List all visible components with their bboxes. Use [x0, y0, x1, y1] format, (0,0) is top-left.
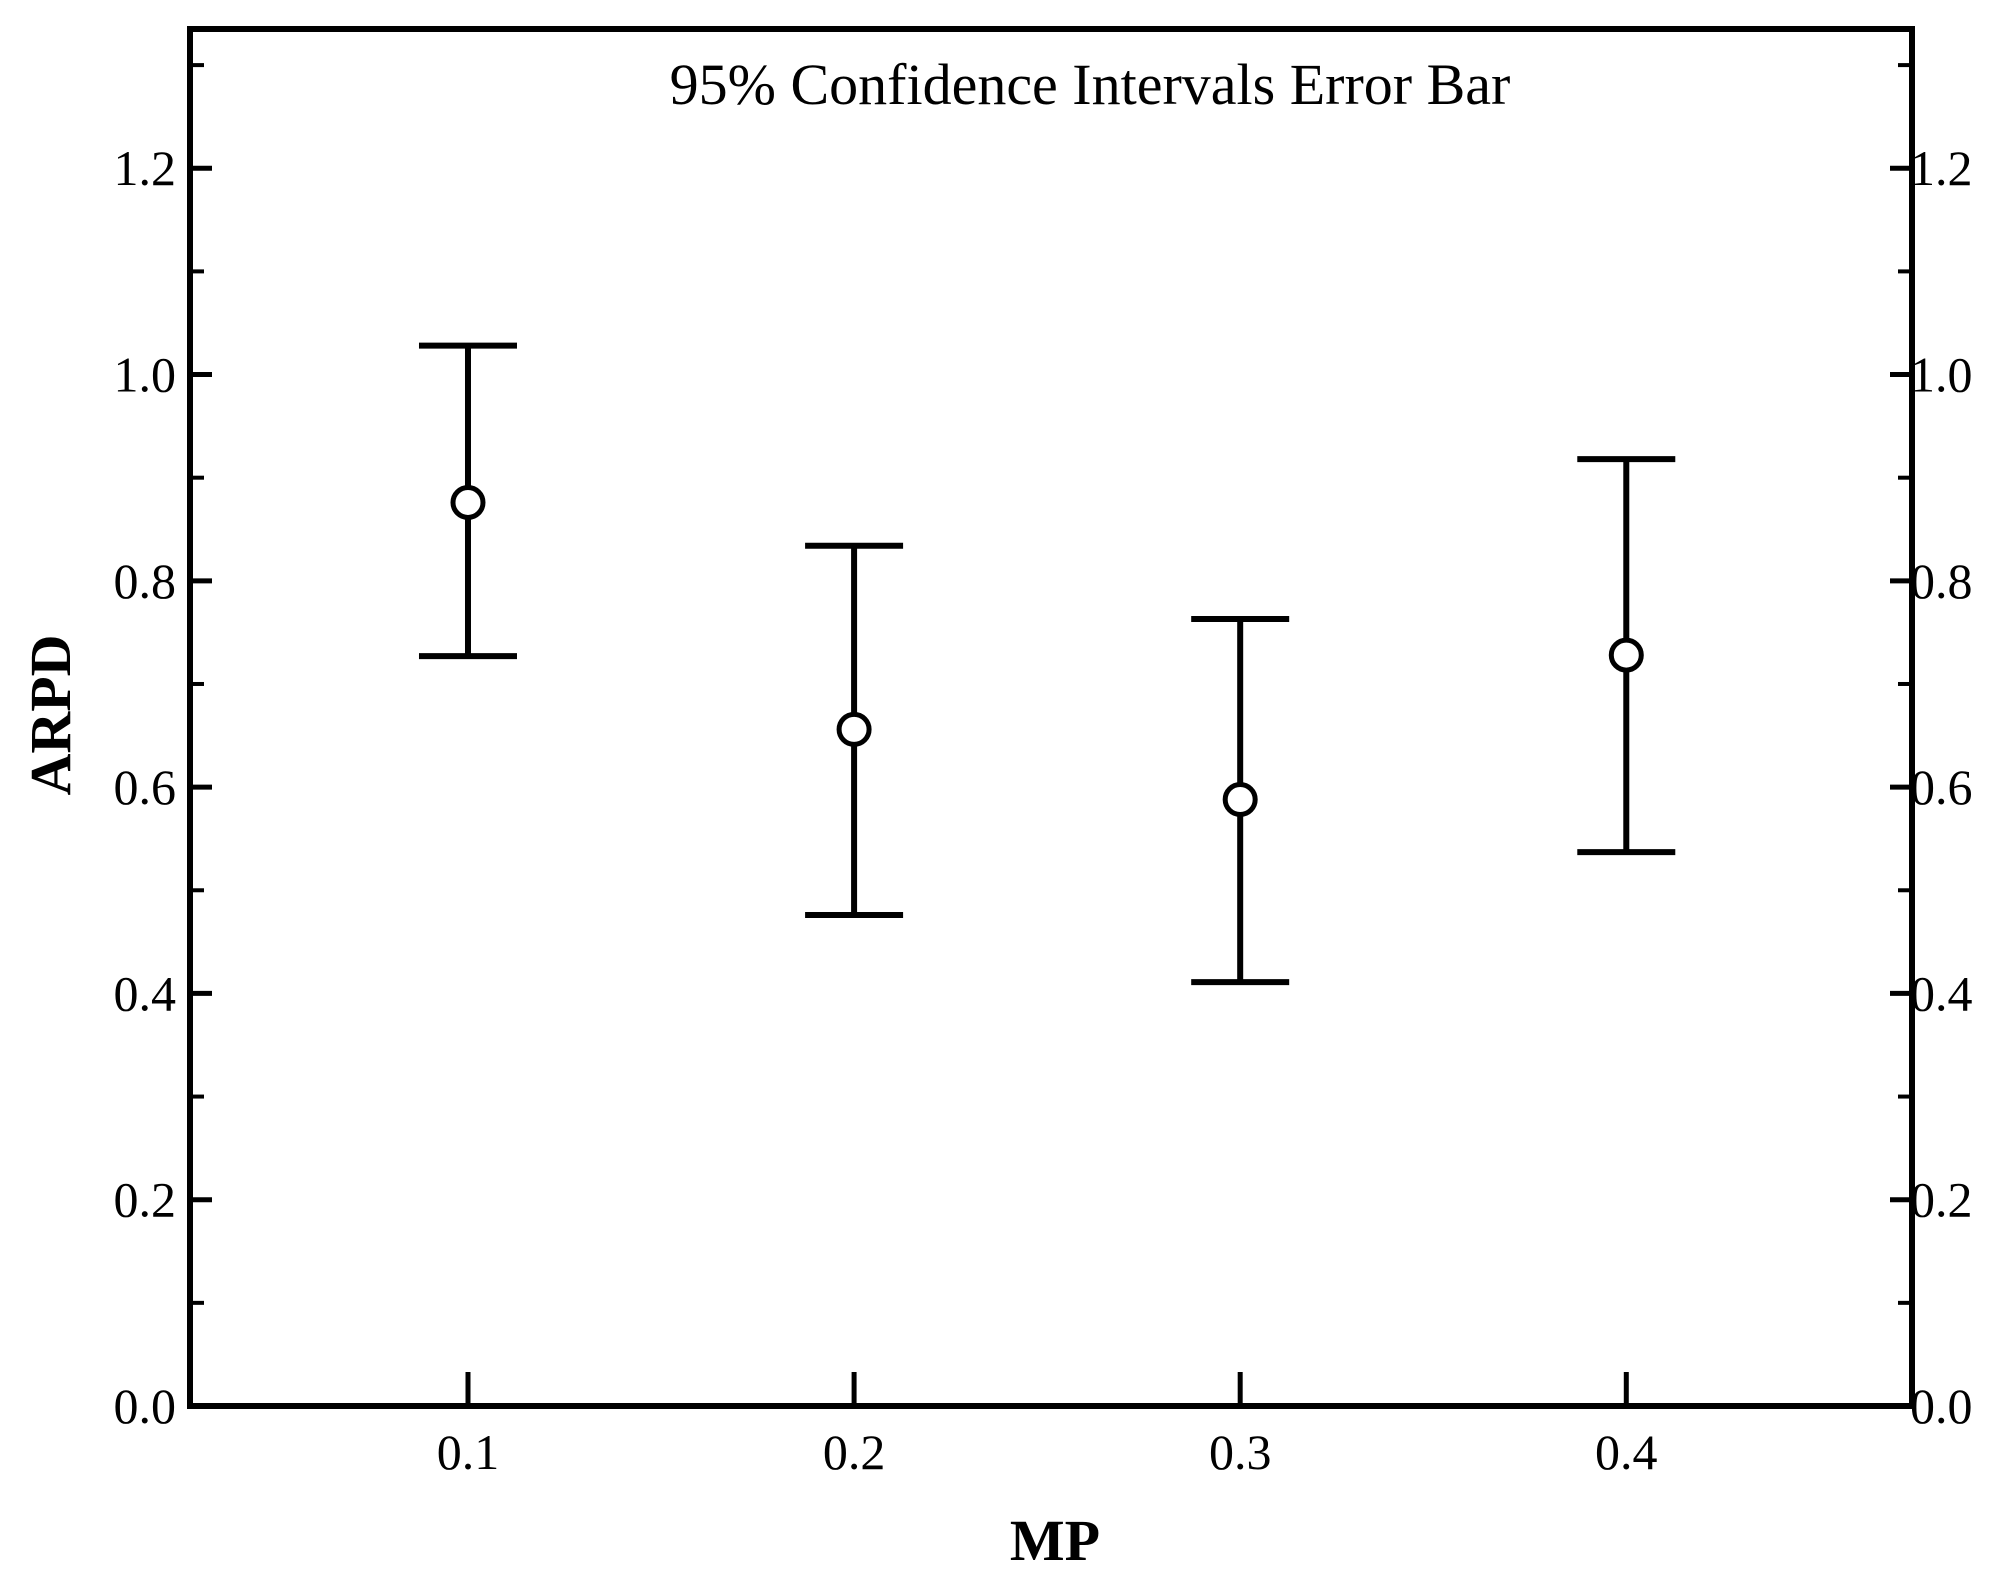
y-tick-label-right: 0.2 — [1910, 1172, 1973, 1228]
y-axis-title: ARPD — [18, 634, 83, 795]
x-axis-title: MP — [1010, 1508, 1100, 1573]
y-axis-left: 0.0 0.2 0.4 0.6 0.8 1.0 1.2 — [114, 63, 212, 1434]
y-tick-label-left: 0.8 — [114, 553, 177, 609]
y-axis-right: 0.0 0.2 0.4 0.6 0.8 1.0 1.2 — [1890, 63, 1973, 1434]
y-tick-label-right: 1.2 — [1910, 140, 1973, 196]
x-tick-label: 0.3 — [1209, 1424, 1272, 1480]
y-tick-label-right: 0.0 — [1910, 1378, 1973, 1434]
y-tick-label-left: 0.0 — [114, 1378, 177, 1434]
mean-marker — [1608, 637, 1644, 673]
chart-title: 95% Confidence Intervals Error Bar — [670, 52, 1511, 117]
plot-frame — [187, 26, 1915, 1409]
error-bar-series — [418, 342, 1676, 986]
x-tick-label: 0.2 — [823, 1424, 886, 1480]
mean-marker — [450, 484, 486, 520]
mean-marker — [836, 711, 872, 747]
x-tick-label: 0.1 — [437, 1424, 500, 1480]
y-tick-label-right: 0.4 — [1910, 965, 1973, 1021]
y-tick-label-left: 1.2 — [114, 140, 177, 196]
mean-marker — [1222, 782, 1258, 818]
x-axis: 0.1 0.2 0.3 0.4 — [437, 1372, 1658, 1480]
y-tick-label-left: 0.6 — [114, 759, 177, 815]
y-tick-label-right: 1.0 — [1910, 347, 1973, 403]
x-tick-label: 0.4 — [1595, 1424, 1658, 1480]
y-tick-label-left: 0.4 — [114, 965, 177, 1021]
y-tick-label-right: 0.8 — [1910, 553, 1973, 609]
y-tick-label-left: 0.2 — [114, 1172, 177, 1228]
y-tick-label-right: 0.6 — [1910, 759, 1973, 815]
y-tick-label-left: 1.0 — [114, 347, 177, 403]
